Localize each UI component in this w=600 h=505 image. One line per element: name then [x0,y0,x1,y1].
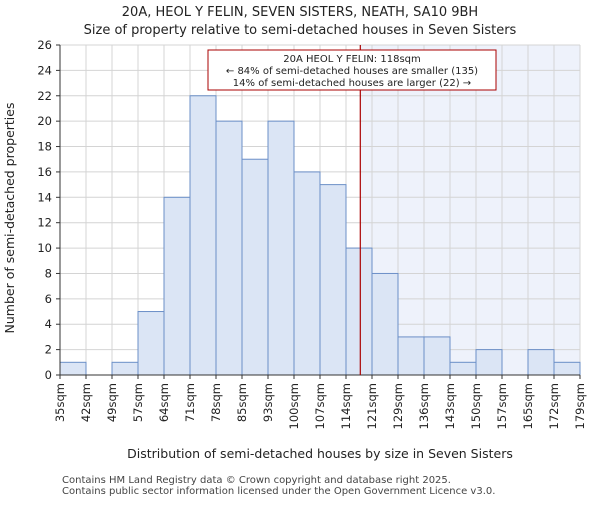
histogram-bar [267,120,295,376]
annotation-line-3: 14% of semi-detached houses are larger (… [233,78,471,89]
footer-line-1: Contains HM Land Registry data © Crown c… [62,475,451,486]
annotation-line-1: 20A HEOL Y FELIN: 118sqm [283,54,421,65]
x-tick-label: 121sqm [365,383,379,429]
y-axis-label: Number of semi-detached properties [2,103,17,334]
x-tick-label: 114sqm [339,383,353,429]
histogram-bar [345,247,373,376]
x-tick-label: 64sqm [157,383,171,422]
y-tick-label: 4 [45,317,52,331]
x-tick-label: 93sqm [261,383,275,422]
histogram-bar [527,349,555,376]
x-tick-label: 179sqm [573,383,587,429]
y-tick-label: 22 [37,89,52,103]
histogram-bar [371,272,399,376]
x-tick-label: 136sqm [417,383,431,429]
x-tick-label: 100sqm [287,383,301,429]
y-tick-label: 10 [37,241,52,255]
y-tick-label: 14 [37,190,52,204]
histogram-bar [189,95,217,376]
annotation-box [207,49,497,91]
x-tick-label: 78sqm [209,383,223,422]
x-tick-label: 150sqm [469,383,483,429]
y-tick-label: 26 [37,38,52,52]
histogram-bar [111,361,139,376]
x-tick-label: 57sqm [131,383,145,422]
x-tick-label: 71sqm [183,383,197,422]
histogram-bar [137,311,165,376]
y-tick-label: 6 [45,292,52,306]
x-axis-label: Distribution of semi-detached houses by … [127,446,513,461]
x-tick-label: 143sqm [443,383,457,429]
histogram-bar [553,361,581,376]
y-tick-label: 8 [45,266,52,280]
x-tick-label: 42sqm [79,383,93,422]
x-tick-label: 165sqm [521,383,535,429]
y-tick-label: 16 [37,165,52,179]
histogram-bar [163,196,191,376]
y-tick-label: 24 [37,63,52,77]
x-tick-label: 157sqm [495,383,509,429]
chart-title: 20A, HEOL Y FELIN, SEVEN SISTERS, NEATH,… [122,5,478,20]
x-tick-label: 172sqm [547,383,561,429]
x-tick-label: 129sqm [391,383,405,429]
x-tick-label: 85sqm [235,383,249,422]
histogram-bar [475,349,503,376]
annotation-line-2: ← 84% of semi-detached houses are smalle… [226,66,478,77]
histogram-bar [215,120,243,376]
y-tick-label: 2 [45,343,52,357]
histogram-bar [293,171,321,376]
histogram-bar [423,336,451,376]
x-tick-label: 49sqm [105,383,119,422]
histogram-bar [59,361,87,376]
y-tick-label: 12 [37,216,52,230]
x-tick-label: 35sqm [53,383,67,422]
histogram-bar [241,158,269,376]
y-tick-label: 18 [37,140,52,154]
histogram-bar [319,184,347,376]
histogram-bar [449,361,477,376]
y-tick-label: 20 [37,114,52,128]
y-tick-label: 0 [45,368,52,382]
footer-line-2: Contains public sector information licen… [62,486,495,497]
histogram-bar [397,336,425,376]
chart-subtitle: Size of property relative to semi-detach… [84,23,517,38]
x-tick-label: 107sqm [313,383,327,429]
